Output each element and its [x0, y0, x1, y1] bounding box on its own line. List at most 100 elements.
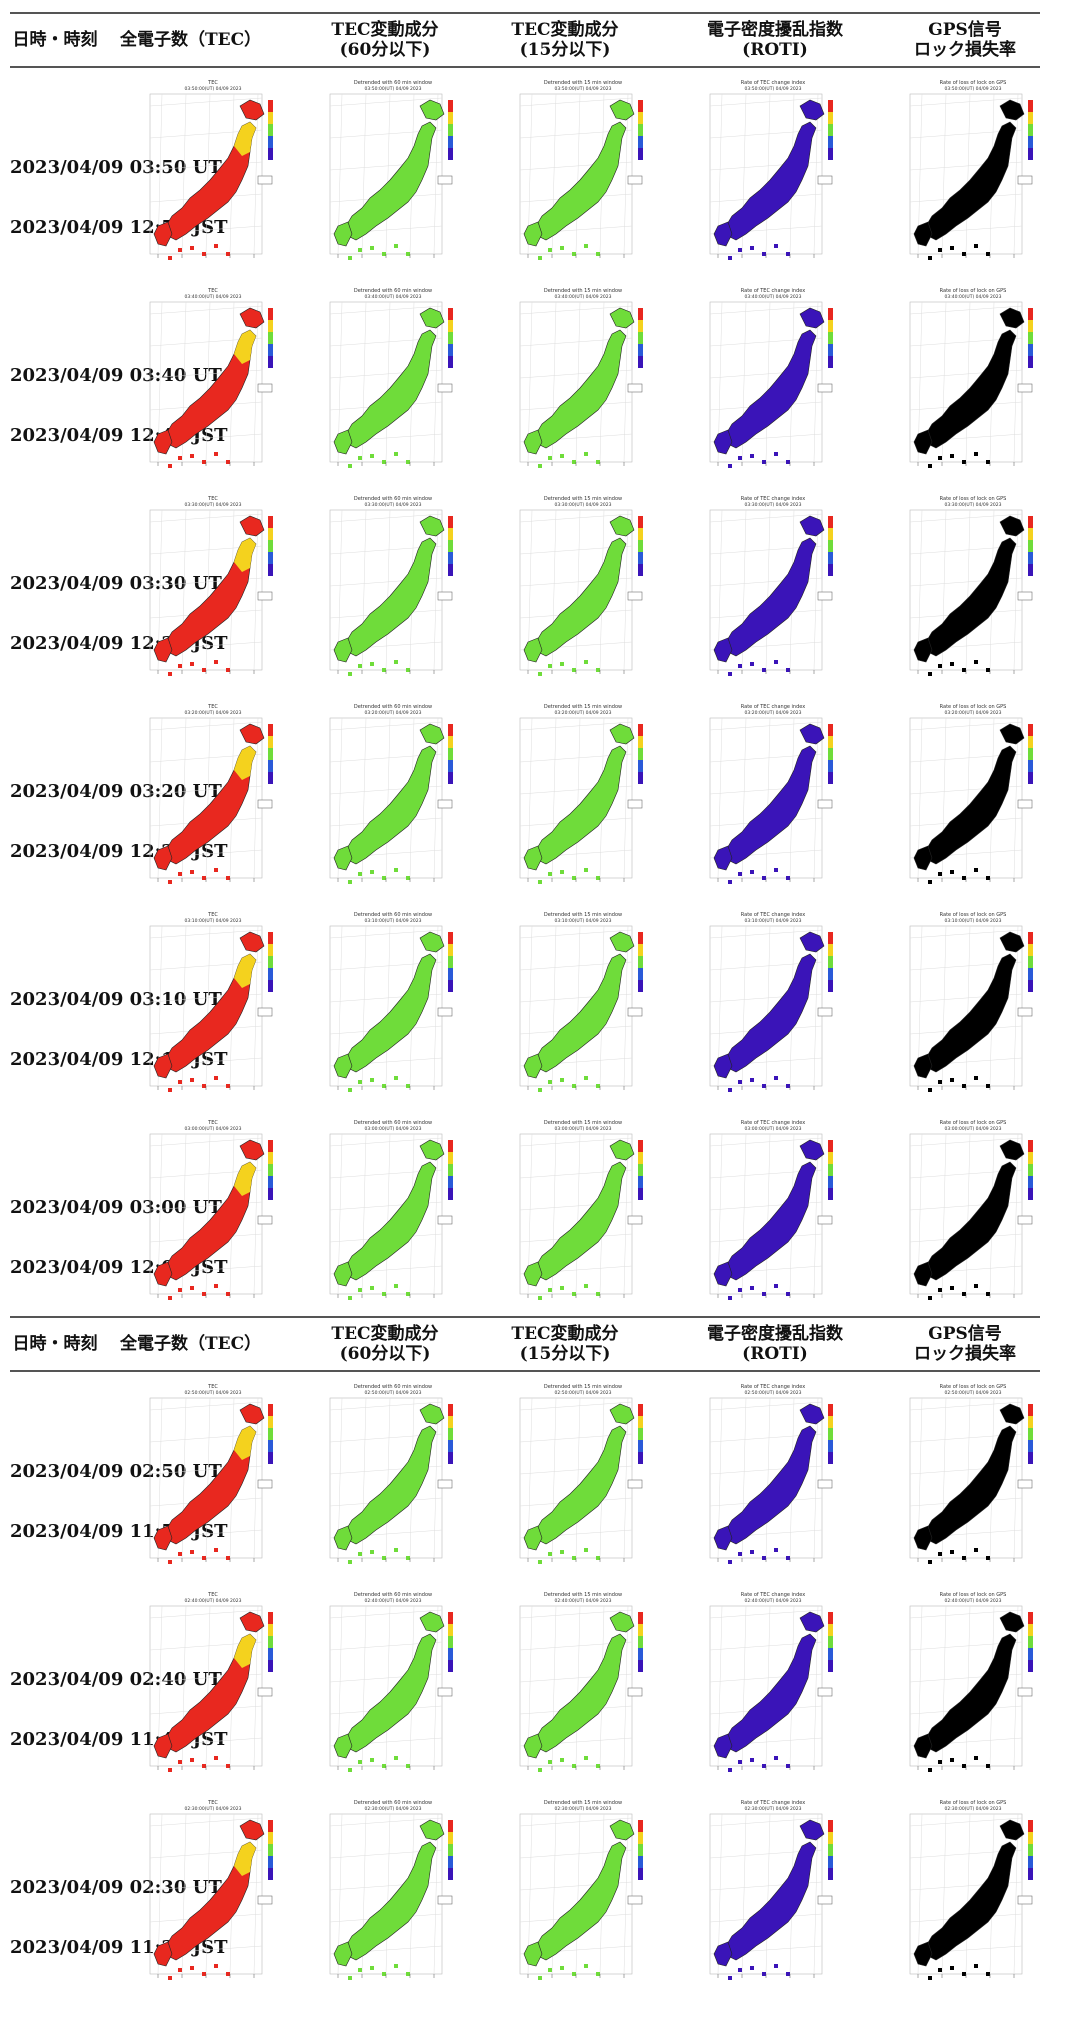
map-title: Rate of TEC change index: [741, 1800, 805, 1806]
map-title: Rate of loss of lock on GPS: [940, 1384, 1007, 1390]
row-ut: 2023/04/09 03:20 UT: [10, 781, 222, 802]
map-timestamp: 03:40:00(UT) 04/09 2023: [944, 294, 1001, 300]
japan-shape: [535, 121, 627, 241]
map-title: Detrended with 60 min window: [354, 288, 432, 294]
map-tec60: Detrended with 60 min window 03:00:00(UT)…: [318, 1116, 468, 1316]
japan-shape: [535, 537, 627, 657]
map-timestamp: 02:30:00(UT) 04/09 2023: [184, 1806, 241, 1812]
map-tec: TEC 03:50:00(UT) 04/09 2023: [138, 76, 288, 276]
map-timestamp: 03:10:00(UT) 04/09 2023: [744, 918, 801, 924]
japan-shape: [535, 745, 627, 865]
header-roti: 電子密度擾乱指数 (ROTI): [707, 1324, 843, 1364]
japan-shape: [925, 745, 1017, 865]
map-title: Rate of TEC change index: [741, 288, 805, 294]
map-tec: TEC 03:20:00(UT) 04/09 2023: [138, 700, 288, 900]
map-roti: Rate of TEC change index 02:30:00(UT) 04/…: [698, 1796, 848, 1996]
table-row: 2023/04/09 03:00 UT 2023/04/09 12:00 JST T…: [0, 1110, 1077, 1320]
map-timestamp: 03:20:00(UT) 04/09 2023: [744, 710, 801, 716]
map-tec: TEC 03:30:00(UT) 04/09 2023: [138, 492, 288, 692]
row-ut: 2023/04/09 03:50 UT: [10, 157, 222, 178]
japan-shape: [345, 1841, 437, 1961]
table-row: 2023/04/09 03:10 UT 2023/04/09 12:10 JST T…: [0, 902, 1077, 1112]
table-row: 2023/04/09 03:50 UT 2023/04/09 12:50 JST T…: [0, 70, 1077, 280]
map-title: Rate of loss of lock on GPS: [940, 288, 1007, 294]
map-gps: Rate of loss of lock on GPS 03:30:00(UT) …: [898, 492, 1048, 692]
map-timestamp: 03:10:00(UT) 04/09 2023: [364, 918, 421, 924]
table-header-repeat: 日時・時刻 全電子数（TEC） TEC変動成分 (60分以下) TEC変動成分 (1…: [10, 1316, 1040, 1372]
map-title: Rate of TEC change index: [741, 1120, 805, 1126]
map-tec15: Detrended with 15 min window 02:30:00(UT)…: [508, 1796, 658, 1996]
map-roti: Rate of TEC change index 03:00:00(UT) 04/…: [698, 1116, 848, 1316]
map-title: Rate of loss of lock on GPS: [940, 80, 1007, 86]
row-ut: 2023/04/09 02:40 UT: [10, 1669, 222, 1690]
japan-shape: [925, 329, 1017, 449]
map-title: TEC: [207, 1384, 218, 1390]
map-timestamp: 03:00:00(UT) 04/09 2023: [364, 1126, 421, 1132]
japan-shape: [725, 537, 817, 657]
japan-shape: [925, 1161, 1017, 1281]
map-timestamp: 03:10:00(UT) 04/09 2023: [184, 918, 241, 924]
map-title: Detrended with 15 min window: [544, 1592, 622, 1598]
map-tec60: Detrended with 60 min window 02:30:00(UT)…: [318, 1796, 468, 1996]
map-timestamp: 03:00:00(UT) 04/09 2023: [744, 1126, 801, 1132]
map-tec60: Detrended with 60 min window 03:10:00(UT)…: [318, 908, 468, 1108]
japan-shape: [345, 329, 437, 449]
map-title: Rate of loss of lock on GPS: [940, 1592, 1007, 1598]
japan-shape: [725, 1161, 817, 1281]
map-timestamp: 02:50:00(UT) 04/09 2023: [554, 1390, 611, 1396]
map-title: Rate of loss of lock on GPS: [940, 912, 1007, 918]
map-title: TEC: [207, 80, 218, 86]
header-gps: GPS信号 ロック損失率: [914, 20, 1016, 60]
table-row: 2023/04/09 03:40 UT 2023/04/09 12:40 JST T…: [0, 278, 1077, 488]
map-tec60: Detrended with 60 min window 02:50:00(UT)…: [318, 1380, 468, 1580]
header-tec15: TEC変動成分 (15分以下): [511, 1324, 619, 1364]
map-title: Rate of loss of lock on GPS: [940, 496, 1007, 502]
map-tec: TEC 02:30:00(UT) 04/09 2023: [138, 1796, 288, 1996]
map-timestamp: 03:00:00(UT) 04/09 2023: [554, 1126, 611, 1132]
map-title: Detrended with 15 min window: [544, 1384, 622, 1390]
row-ut: 2023/04/09 02:50 UT: [10, 1461, 222, 1482]
map-title: Detrended with 60 min window: [354, 1384, 432, 1390]
japan-shape: [535, 953, 627, 1073]
map-timestamp: 02:50:00(UT) 04/09 2023: [944, 1390, 1001, 1396]
map-title: TEC: [207, 496, 218, 502]
japan-shape: [925, 121, 1017, 241]
map-tec15: Detrended with 15 min window 03:10:00(UT)…: [508, 908, 658, 1108]
map-timestamp: 03:30:00(UT) 04/09 2023: [364, 502, 421, 508]
map-gps: Rate of loss of lock on GPS 02:50:00(UT) …: [898, 1380, 1048, 1580]
row-ut: 2023/04/09 03:30 UT: [10, 573, 222, 594]
map-tec60: Detrended with 60 min window 03:30:00(UT)…: [318, 492, 468, 692]
table-row: 2023/04/09 03:30 UT 2023/04/09 12:30 JST T…: [0, 486, 1077, 696]
map-timestamp: 02:30:00(UT) 04/09 2023: [364, 1806, 421, 1812]
map-tec60: Detrended with 60 min window 03:40:00(UT)…: [318, 284, 468, 484]
japan-shape: [725, 953, 817, 1073]
map-title: TEC: [207, 1800, 218, 1806]
map-gps: Rate of loss of lock on GPS 03:10:00(UT) …: [898, 908, 1048, 1108]
map-roti: Rate of TEC change index 03:50:00(UT) 04/…: [698, 76, 848, 276]
map-tec15: Detrended with 15 min window 03:40:00(UT)…: [508, 284, 658, 484]
map-tec60: Detrended with 60 min window 03:50:00(UT)…: [318, 76, 468, 276]
map-timestamp: 03:00:00(UT) 04/09 2023: [944, 1126, 1001, 1132]
map-timestamp: 03:50:00(UT) 04/09 2023: [364, 86, 421, 92]
map-tec15: Detrended with 15 min window 03:00:00(UT)…: [508, 1116, 658, 1316]
map-timestamp: 02:30:00(UT) 04/09 2023: [944, 1806, 1001, 1812]
map-tec: TEC 03:40:00(UT) 04/09 2023: [138, 284, 288, 484]
map-timestamp: 03:30:00(UT) 04/09 2023: [184, 502, 241, 508]
header-tec60: TEC変動成分 (60分以下): [331, 20, 439, 60]
map-tec60: Detrended with 60 min window 02:40:00(UT)…: [318, 1588, 468, 1788]
map-title: TEC: [207, 704, 218, 710]
japan-shape: [535, 1633, 627, 1753]
map-title: Rate of loss of lock on GPS: [940, 704, 1007, 710]
map-timestamp: 03:00:00(UT) 04/09 2023: [184, 1126, 241, 1132]
map-timestamp: 03:50:00(UT) 04/09 2023: [744, 86, 801, 92]
map-timestamp: 03:40:00(UT) 04/09 2023: [744, 294, 801, 300]
map-timestamp: 02:30:00(UT) 04/09 2023: [554, 1806, 611, 1812]
map-timestamp: 02:40:00(UT) 04/09 2023: [364, 1598, 421, 1604]
table-row: 2023/04/09 02:40 UT 2023/04/09 11:40 JST T…: [0, 1582, 1077, 1792]
japan-shape: [725, 745, 817, 865]
map-tec15: Detrended with 15 min window 02:50:00(UT)…: [508, 1380, 658, 1580]
table-row: 2023/04/09 02:30 UT 2023/04/09 11:30 JST T…: [0, 1790, 1077, 2000]
japan-shape: [345, 1425, 437, 1545]
row-ut: 2023/04/09 03:40 UT: [10, 365, 222, 386]
map-title: TEC: [207, 288, 218, 294]
